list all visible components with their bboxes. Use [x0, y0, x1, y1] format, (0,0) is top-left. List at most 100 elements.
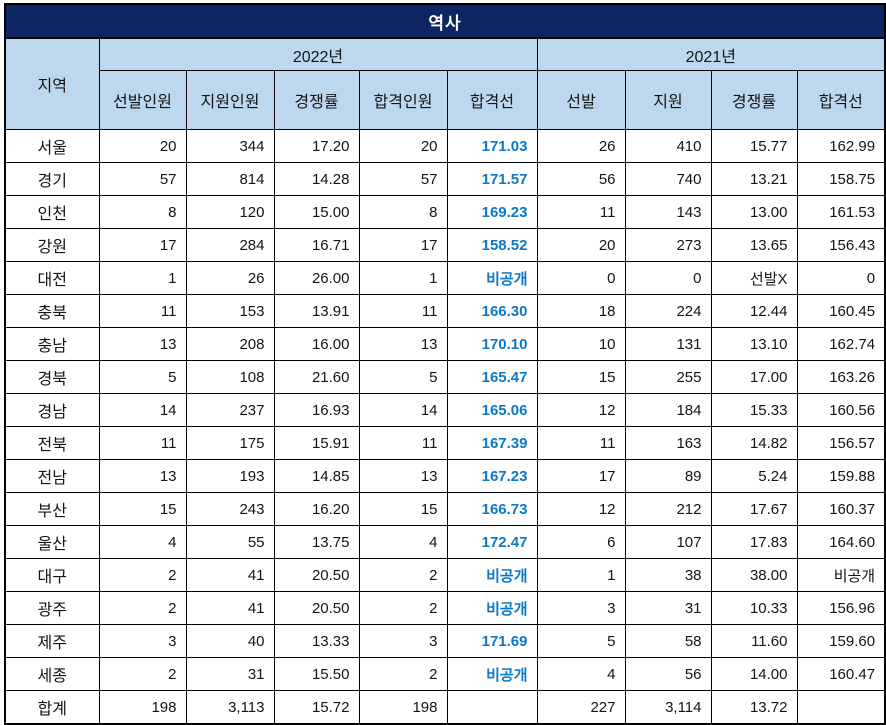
value-cell: 15	[98, 492, 187, 526]
value-cell: 비공개	[446, 261, 538, 295]
value-cell: 13.00	[710, 195, 798, 229]
value-cell: 158.52	[446, 228, 538, 262]
value-cell: 193	[185, 459, 275, 493]
value-cell: 13.10	[710, 327, 798, 361]
column-header-0-2: 경쟁률	[273, 70, 360, 130]
table-row: 세종 2 31 15.50 2 비공개 4 56 14.00 160.47	[4, 657, 886, 691]
value-cell: 171.03	[446, 129, 538, 163]
value-cell: 164.60	[796, 525, 886, 559]
value-cell: 167.23	[446, 459, 538, 493]
value-cell: 344	[185, 129, 275, 163]
value-cell: 38.00	[710, 558, 798, 592]
value-cell	[446, 690, 538, 725]
value-cell: 162.74	[796, 327, 886, 361]
exam-results-table: 역사 지역 2022년 2021년 선발인원 지원인원 경쟁률 합격인원 합격선 선발 지원…	[4, 3, 886, 725]
value-cell: 184	[624, 393, 712, 427]
value-cell: 1	[358, 261, 448, 295]
value-cell: 56	[624, 657, 712, 691]
value-cell: 107	[624, 525, 712, 559]
value-cell: 16.00	[273, 327, 360, 361]
table-title: 역사	[4, 3, 886, 39]
region-cell: 제주	[4, 624, 100, 658]
region-cell: 부산	[4, 492, 100, 526]
table-row: 전북 11 175 15.91 11 167.39 11 163 14.82 156.57	[4, 426, 886, 460]
value-cell: 5	[536, 624, 626, 658]
value-cell: 3	[358, 624, 448, 658]
value-cell: 224	[624, 294, 712, 328]
value-cell: 56	[536, 162, 626, 196]
value-cell: 15.33	[710, 393, 798, 427]
value-cell: 20	[358, 129, 448, 163]
value-cell: 410	[624, 129, 712, 163]
value-cell: 20.50	[273, 591, 360, 625]
value-cell: 273	[624, 228, 712, 262]
table-row: 울산 4 55 13.75 4 172.47 6 107 17.83 164.60	[4, 525, 886, 559]
value-cell: 15.50	[273, 657, 360, 691]
value-cell: 14.85	[273, 459, 360, 493]
value-cell: 227	[536, 690, 626, 725]
region-cell: 세종	[4, 657, 100, 691]
value-cell: 2	[98, 591, 187, 625]
column-header-1-3: 합격선	[796, 70, 886, 130]
value-cell: 153	[185, 294, 275, 328]
value-cell: 16.71	[273, 228, 360, 262]
region-cell: 서울	[4, 129, 100, 163]
table-row: 대전 1 26 26.00 1 비공개 0 0 선발X 0	[4, 261, 886, 295]
value-cell: 814	[185, 162, 275, 196]
table-row: 강원 17 284 16.71 17 158.52 20 273 13.65 156.43	[4, 228, 886, 262]
value-cell: 20	[536, 228, 626, 262]
value-cell: 4	[98, 525, 187, 559]
value-cell: 15.00	[273, 195, 360, 229]
value-cell: 11	[358, 294, 448, 328]
value-cell: 143	[624, 195, 712, 229]
table-row: 제주 3 40 13.33 3 171.69 5 58 11.60 159.60	[4, 624, 886, 658]
region-cell: 충남	[4, 327, 100, 361]
value-cell: 15.72	[273, 690, 360, 725]
value-cell: 1	[98, 261, 187, 295]
table-row: 경남 14 237 16.93 14 165.06 12 184 15.33 160.56	[4, 393, 886, 427]
value-cell: 740	[624, 162, 712, 196]
value-cell: 4	[358, 525, 448, 559]
value-cell: 8	[358, 195, 448, 229]
value-cell: 13	[358, 327, 448, 361]
region-cell: 광주	[4, 591, 100, 625]
value-cell: 165.47	[446, 360, 538, 394]
region-cell: 대전	[4, 261, 100, 295]
value-cell: 5	[358, 360, 448, 394]
table-row: 경기 57 814 14.28 57 171.57 56 740 13.21 158.75	[4, 162, 886, 196]
value-cell: 14	[98, 393, 187, 427]
value-cell: 160.47	[796, 657, 886, 691]
column-header-1-0: 선발	[536, 70, 626, 130]
value-cell: 12	[536, 492, 626, 526]
value-cell: 162.99	[796, 129, 886, 163]
value-cell: 41	[185, 558, 275, 592]
region-cell: 전북	[4, 426, 100, 460]
value-cell: 11	[98, 426, 187, 460]
table-row: 충남 13 208 16.00 13 170.10 10 131 13.10 162.74	[4, 327, 886, 361]
column-header-0-4: 합격선	[446, 70, 538, 130]
value-cell: 58	[624, 624, 712, 658]
value-cell: 172.47	[446, 525, 538, 559]
value-cell: 16.20	[273, 492, 360, 526]
value-cell: 156.96	[796, 591, 886, 625]
value-cell: 비공개	[446, 558, 538, 592]
value-cell: 2	[98, 558, 187, 592]
value-cell: 167.39	[446, 426, 538, 460]
value-cell: 166.30	[446, 294, 538, 328]
value-cell: 160.56	[796, 393, 886, 427]
value-cell: 165.06	[446, 393, 538, 427]
value-cell: 14.28	[273, 162, 360, 196]
column-group-2022: 2022년	[98, 37, 538, 71]
region-cell: 충북	[4, 294, 100, 328]
value-cell: 선발X	[710, 261, 798, 295]
value-cell: 20	[98, 129, 187, 163]
value-cell: 163	[624, 426, 712, 460]
value-cell: 163.26	[796, 360, 886, 394]
region-cell: 경북	[4, 360, 100, 394]
value-cell: 17	[98, 228, 187, 262]
value-cell: 15.77	[710, 129, 798, 163]
sub-header-row: 선발인원 지원인원 경쟁률 합격인원 합격선 선발 지원 경쟁률 합격선	[5, 70, 886, 130]
value-cell: 166.73	[446, 492, 538, 526]
value-cell: 17.67	[710, 492, 798, 526]
value-cell: 89	[624, 459, 712, 493]
